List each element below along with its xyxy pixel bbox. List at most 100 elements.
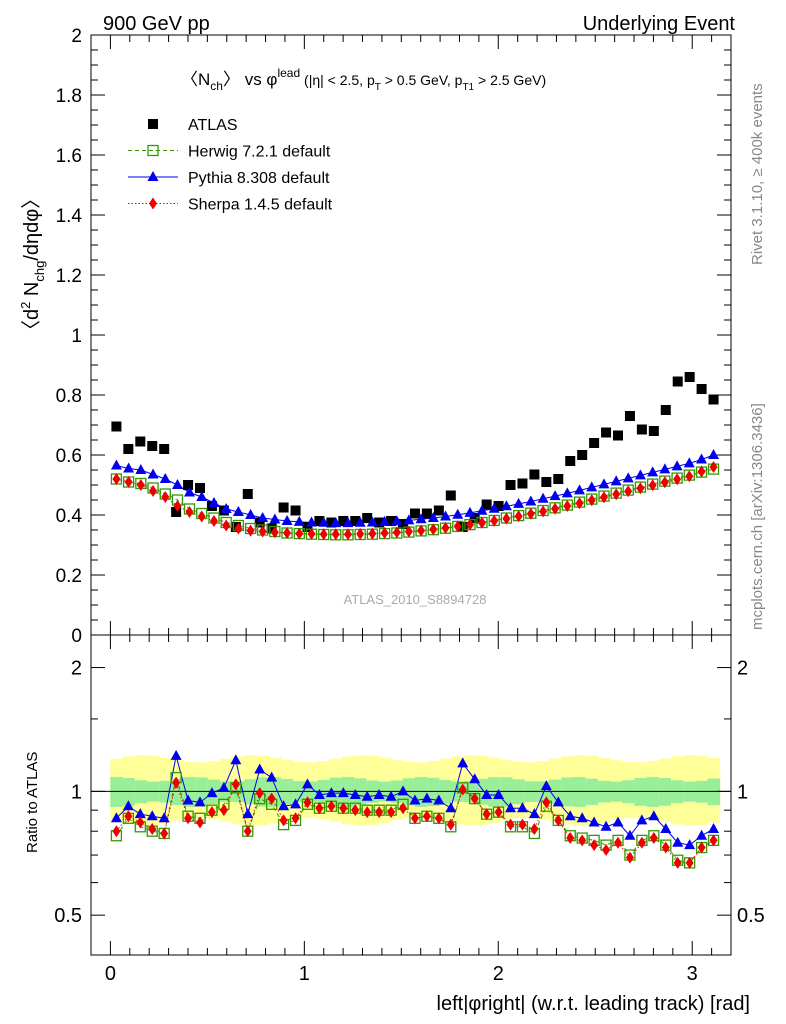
- main-point-sherpa: [356, 527, 365, 540]
- main-point-sherpa: [136, 479, 145, 491]
- main-y-tick-label: 2: [71, 26, 82, 47]
- ratio-point-pythia: [612, 816, 624, 827]
- main-point-atlas: [660, 405, 671, 415]
- main-point-pythia: [379, 515, 391, 526]
- main-point-pythia: [354, 516, 366, 527]
- x-axis-label: left|φright| (w.r.t. leading track) [rad…: [437, 993, 750, 1015]
- main-point-atlas: [517, 478, 528, 489]
- main-y-tick-label: 0.6: [56, 446, 82, 467]
- ratio-point-pythia: [469, 773, 481, 784]
- main-point-sherpa: [490, 514, 499, 527]
- main-point-sherpa: [575, 497, 584, 510]
- ratio-point-pythia: [170, 749, 182, 760]
- main-point-pythia: [257, 512, 269, 522]
- ratio-point-sherpa: [422, 810, 431, 823]
- ratio-point-sherpa: [625, 851, 634, 864]
- ratio-point-pythia: [433, 794, 445, 805]
- main-point-sherpa: [209, 515, 218, 527]
- main-point-sherpa: [697, 465, 706, 478]
- main-point-pythia: [318, 516, 330, 527]
- main-plot-frame: [90, 34, 732, 636]
- main-point-atlas: [302, 522, 313, 532]
- ratio-point-sherpa: [279, 814, 288, 827]
- ratio-point-pythia: [576, 812, 588, 823]
- ratio-point-pythia: [648, 810, 660, 821]
- ratio-uncertainty-bands: [91, 755, 731, 826]
- main-point-pythia: [184, 486, 196, 497]
- x-tick-label: 3: [687, 963, 698, 985]
- ratio-point-pythia: [290, 798, 302, 809]
- ratio-point-sherpa: [387, 806, 396, 819]
- main-point-sherpa: [648, 479, 657, 492]
- main-point-atlas: [529, 469, 540, 480]
- main-point-sherpa: [380, 527, 389, 539]
- main-point-atlas: [350, 516, 361, 526]
- main-point-sherpa: [149, 485, 158, 497]
- main-point-atlas: [565, 456, 576, 466]
- main-point-sherpa: [270, 526, 279, 539]
- ratio-point-pythia: [373, 788, 385, 799]
- ratio-band-inner-bin: [122, 778, 136, 806]
- ratio-point-sherpa: [148, 822, 157, 835]
- header-right: Underlying Event: [583, 13, 736, 35]
- main-point-sherpa: [551, 502, 560, 515]
- ratio-point-sherpa: [614, 836, 623, 849]
- main-point-pythia: [171, 479, 183, 489]
- ratio-point-sherpa: [267, 792, 276, 805]
- main-panel-series: [110, 372, 720, 541]
- main-y-tick-label: 0.2: [56, 566, 82, 587]
- ratio-point-pythia: [493, 788, 505, 799]
- ratio-point-sherpa: [530, 822, 539, 835]
- main-point-pythia: [135, 464, 147, 474]
- main-point-sherpa: [343, 528, 352, 541]
- ratio-point-sherpa: [697, 841, 706, 854]
- main-point-pythia: [366, 516, 378, 527]
- legend-label: Herwig 7.2.1 default: [188, 144, 331, 161]
- ratio-point-sherpa: [410, 812, 419, 825]
- main-point-pythia: [269, 513, 281, 524]
- main-point-sherpa: [502, 512, 511, 525]
- main-y-tick-label: 1.2: [56, 266, 82, 287]
- ratio-panel-axes: 0 1 2 3 0.5 0.5 1 1 2 2: [54, 634, 765, 985]
- main-point-atlas: [636, 424, 647, 435]
- ratio-panel-series: [110, 749, 720, 869]
- ratio-point-pythia: [528, 808, 540, 819]
- ratio-point-pythia: [672, 836, 684, 847]
- legend-marker: [148, 119, 158, 129]
- main-point-sherpa: [660, 476, 669, 489]
- main-point-atlas: [278, 502, 289, 513]
- main-point-atlas: [326, 517, 337, 528]
- main-point-atlas: [589, 438, 600, 448]
- main-point-atlas: [445, 490, 456, 501]
- main-point-pythia: [696, 453, 708, 464]
- main-point-atlas: [672, 376, 683, 387]
- main-point-pythia: [464, 506, 476, 517]
- main-point-sherpa: [709, 461, 718, 473]
- ratio-point-sherpa: [303, 796, 312, 809]
- main-point-pythia: [123, 462, 135, 473]
- main-point-pythia: [634, 469, 646, 480]
- main-point-sherpa: [441, 521, 450, 534]
- main-point-atlas: [147, 441, 158, 451]
- y-axis-label-main: 〈d2 Nchg/dηdφ〉: [18, 189, 47, 340]
- main-point-atlas: [111, 421, 122, 432]
- ratio-point-pythia: [696, 829, 708, 840]
- ratio-point-sherpa: [136, 816, 145, 829]
- main-point-pythia: [415, 513, 427, 524]
- ratio-point-pythia: [708, 822, 720, 833]
- main-point-pythia: [500, 500, 512, 511]
- main-point-atlas: [159, 444, 170, 454]
- main-point-pythia: [330, 517, 342, 528]
- ratio-point-pythia: [684, 839, 696, 850]
- ratio-point-pythia: [278, 800, 290, 811]
- main-point-pythia: [196, 491, 208, 501]
- ratio-y-tick-label-left: 0.5: [54, 905, 82, 927]
- ratio-point-sherpa: [649, 832, 658, 845]
- ratio-band-inner-bin: [634, 777, 648, 806]
- main-point-pythia: [293, 515, 305, 526]
- main-point-pythia: [427, 512, 439, 522]
- main-point-atlas: [398, 519, 409, 529]
- ratio-point-pythia: [122, 800, 134, 811]
- main-y-tick-label: 1.4: [56, 206, 83, 227]
- main-point-pythia: [403, 514, 415, 525]
